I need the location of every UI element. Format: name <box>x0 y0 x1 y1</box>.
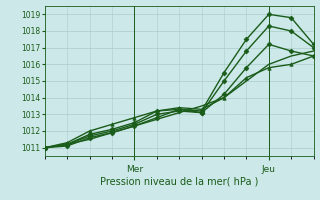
X-axis label: Pression niveau de la mer( hPa ): Pression niveau de la mer( hPa ) <box>100 177 258 187</box>
